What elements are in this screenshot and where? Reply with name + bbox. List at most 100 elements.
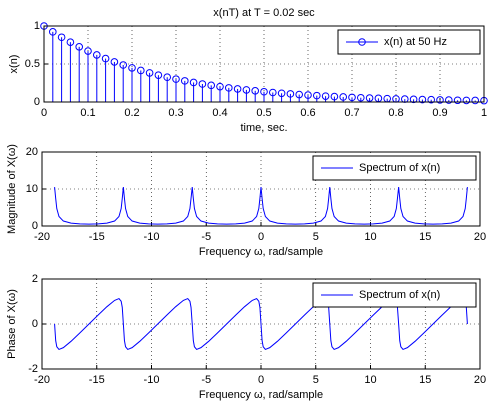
stem-marker xyxy=(295,90,304,99)
stem xyxy=(339,93,348,102)
stem-marker xyxy=(260,87,268,96)
stem xyxy=(181,77,189,102)
stem xyxy=(233,85,242,102)
stem xyxy=(75,43,83,102)
stem xyxy=(163,73,171,102)
stem-marker xyxy=(172,75,180,83)
stem xyxy=(304,91,312,102)
stem-marker xyxy=(357,93,365,102)
x-tick-label: 15 xyxy=(419,374,431,386)
stem-marker xyxy=(365,94,374,102)
stem xyxy=(225,84,233,102)
x-tick-label: 20 xyxy=(474,374,486,386)
y-tick-label: 0 xyxy=(32,318,38,330)
x-tick-label: -20 xyxy=(34,231,50,243)
stem-marker xyxy=(233,85,242,93)
stem xyxy=(313,91,321,102)
stem-marker xyxy=(453,96,462,105)
y-tick-label: 10 xyxy=(26,183,38,195)
x-tick-label: 0.4 xyxy=(212,107,227,119)
stem xyxy=(84,47,92,102)
y-tick-label: -2 xyxy=(28,363,38,375)
chart-title: x(nT) at T = 0.02 sec xyxy=(213,7,315,19)
stem-marker xyxy=(286,90,295,98)
stem-marker xyxy=(84,47,92,55)
x-tick-label: -20 xyxy=(34,374,50,386)
stem xyxy=(110,58,119,102)
y-tick-label: 0 xyxy=(34,96,40,108)
x-tick-label: 0.7 xyxy=(344,107,359,119)
stem xyxy=(66,38,75,102)
stem-marker xyxy=(251,87,259,95)
stem xyxy=(93,51,101,102)
stem xyxy=(251,87,259,102)
stem xyxy=(277,89,286,102)
x-axis-label: Frequency ω, rad/sample xyxy=(199,389,323,401)
stem-marker xyxy=(49,28,57,36)
stem-marker xyxy=(163,73,171,82)
stem-marker xyxy=(339,93,348,101)
stem-marker xyxy=(348,93,356,102)
stem-marker xyxy=(445,96,453,104)
stem-marker xyxy=(418,95,427,104)
stem-marker xyxy=(75,43,83,51)
stem xyxy=(207,81,215,102)
stem-marker xyxy=(436,96,444,104)
stem xyxy=(260,87,268,102)
y-axis-label: Magnitude of X(ω) xyxy=(6,144,18,234)
x-tick-label: 10 xyxy=(364,374,376,386)
x-tick-label: 0 xyxy=(258,231,264,243)
stem-marker xyxy=(304,91,312,99)
stem-marker xyxy=(462,96,471,105)
stem-marker xyxy=(207,81,215,90)
x-tick-label: 15 xyxy=(419,231,431,243)
y-axis-label: x(n) xyxy=(8,55,20,74)
stem-marker xyxy=(242,86,251,94)
x-tick-label: -15 xyxy=(89,231,105,243)
stem xyxy=(154,71,163,102)
stem-marker xyxy=(330,92,339,101)
stem xyxy=(286,90,295,102)
stem-marker xyxy=(313,91,321,100)
x-axis-label: time, sec. xyxy=(240,122,287,134)
axes-frame xyxy=(43,25,485,103)
stem xyxy=(57,33,66,102)
legend-label: Spectrum of x(n) xyxy=(359,162,440,174)
y-tick-label: 2 xyxy=(32,273,38,285)
stem xyxy=(242,86,251,102)
x-tick-label: 0.6 xyxy=(300,107,315,119)
x-tick-label: 0 xyxy=(41,107,47,119)
stem xyxy=(198,80,207,102)
legend-label: x(n) at 50 Hz xyxy=(384,36,447,48)
x-tick-label: -15 xyxy=(89,374,105,386)
stem xyxy=(137,66,145,102)
stem xyxy=(357,93,365,102)
x-axis-label: Frequency ω, rad/sample xyxy=(199,246,323,258)
line xyxy=(54,186,468,225)
x-tick-label: 5 xyxy=(313,374,319,386)
x-tick-label: -10 xyxy=(144,374,160,386)
x-tick-label: 0.2 xyxy=(124,107,139,119)
x-tick-label: 0.5 xyxy=(256,107,271,119)
stem-marker xyxy=(321,92,330,100)
stem xyxy=(269,88,277,102)
x-tick-label: -10 xyxy=(144,231,160,243)
y-tick-label: 1 xyxy=(34,20,40,32)
x-tick-label: 1 xyxy=(481,107,487,119)
stem xyxy=(172,75,180,102)
stem xyxy=(189,78,198,102)
x-tick-label: 0.1 xyxy=(80,107,95,119)
x-tick-label: 0 xyxy=(258,374,264,386)
stem-marker xyxy=(66,38,75,46)
line xyxy=(54,297,468,351)
legend-marker xyxy=(358,38,366,46)
stem xyxy=(216,82,224,102)
stem xyxy=(145,69,154,102)
stem-marker xyxy=(269,88,277,97)
stem xyxy=(365,94,374,102)
stem-marker xyxy=(128,64,136,72)
x-tick-label: 0.9 xyxy=(432,107,447,119)
x-tick-label: -5 xyxy=(201,231,211,243)
stem-marker xyxy=(57,33,66,42)
